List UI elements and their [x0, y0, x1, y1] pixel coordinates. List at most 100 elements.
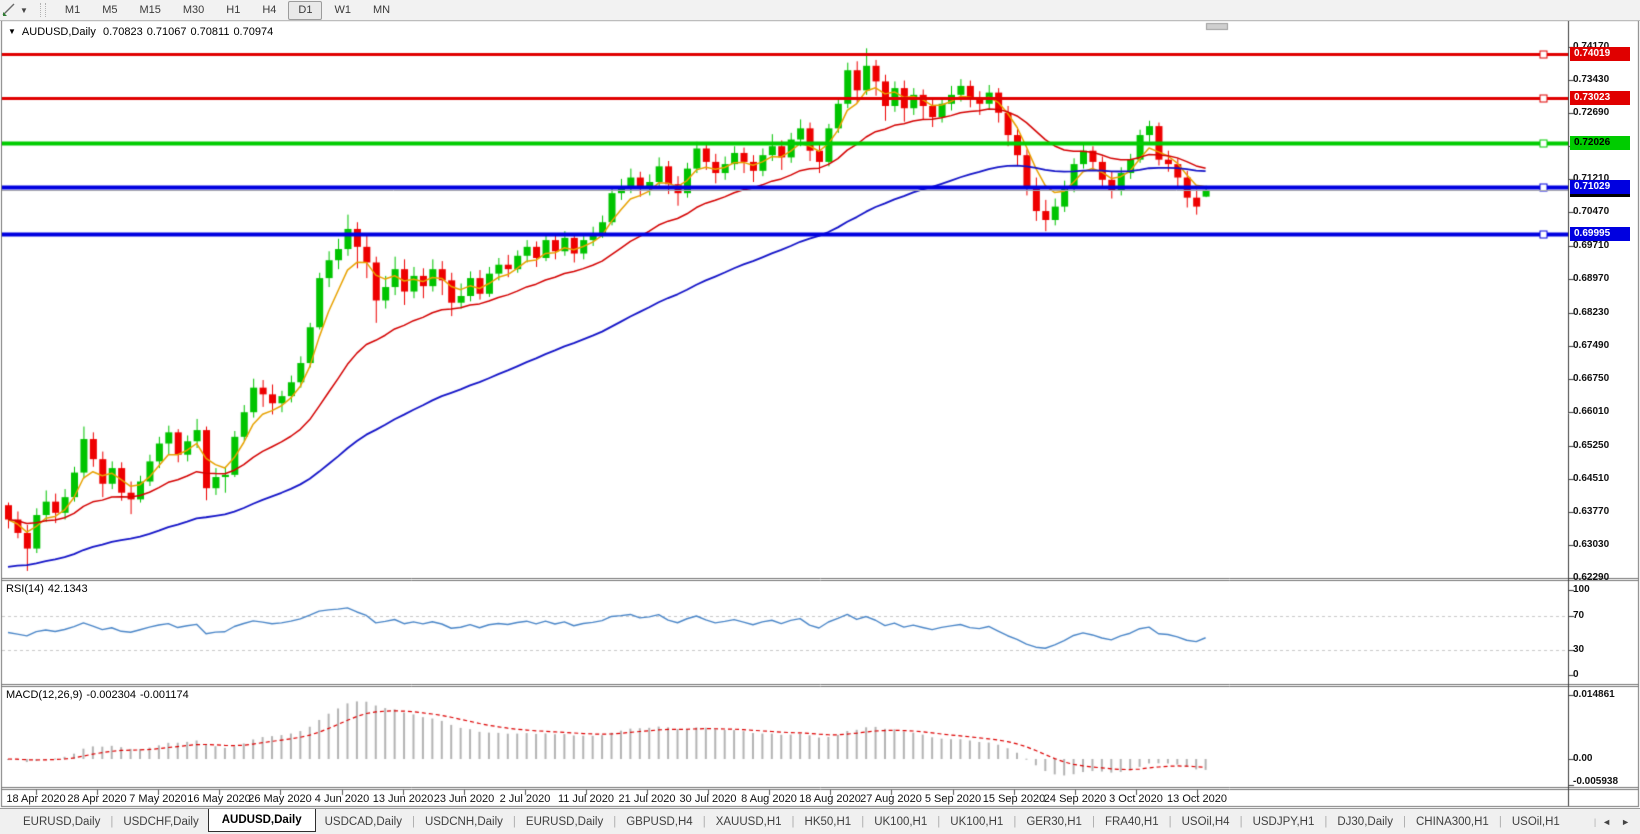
ohlc-low: 0.70811: [190, 26, 230, 38]
ohlc-high: 0.71067: [146, 26, 187, 38]
chart-tab-usdcnh-daily[interactable]: USDCNH,Daily: [424, 815, 503, 828]
line-studies-tool-icon[interactable]: [0, 2, 18, 18]
chart-tab-china300-h1[interactable]: CHINA300,H1: [1415, 815, 1489, 828]
rsi-axis-label: 70: [1573, 610, 1585, 621]
date-label: 21 Jul 2020: [618, 793, 676, 805]
tab-separator: |: [613, 815, 617, 828]
chart-tabs: EURUSD,Daily | USDCHF,Daily AUDUSD,Daily USD…: [14, 809, 1569, 833]
timeframe-button-h4[interactable]: H4: [262, 3, 277, 16]
chart-tab-uk100-h1[interactable]: UK100,H1: [950, 815, 1004, 828]
macd-indicator-label: MACD(12,26,9) -0.002304 -0.001174: [6, 689, 193, 701]
price-axis-label: 0.71210: [1573, 173, 1610, 184]
macd-name: MACD(12,26,9): [6, 689, 83, 701]
price-axis-label: 0.65250: [1573, 440, 1610, 451]
timeframe-button-h1[interactable]: H1: [226, 3, 241, 16]
date-label: 5 Sep 2020: [924, 793, 982, 805]
macd-axis-label: -0.005938: [1573, 776, 1619, 787]
timeframe-button-w1[interactable]: W1: [334, 3, 351, 16]
price-axis-label: 0.68970: [1573, 273, 1610, 284]
tab-separator: |: [1498, 815, 1502, 828]
tab-separator: |: [861, 815, 865, 828]
date-label: 28 Apr 2020: [67, 793, 127, 805]
date-label: 8 Aug 2020: [741, 793, 797, 805]
tab-separator: |: [1168, 815, 1172, 828]
date-label: 27 Aug 2020: [860, 793, 922, 805]
rsi-axis-label: 100: [1573, 584, 1590, 595]
price-axis-label: 0.62290: [1573, 572, 1610, 583]
tab-scroll-right-button[interactable]: ►: [1621, 816, 1630, 827]
toolbar-grip: [39, 3, 46, 17]
tab-separator: |: [702, 815, 706, 828]
chart-tab-uk100-h1[interactable]: UK100,H1: [874, 815, 928, 828]
timeframe-button-d1[interactable]: D1: [288, 0, 323, 20]
ohlc-open: 0.70823: [102, 26, 143, 38]
tab-scroll-arrows: | ◄ ►: [1593, 815, 1640, 829]
date-label: 15 Sep 2020: [982, 793, 1046, 805]
chart-tab-usdcad-daily[interactable]: USDCAD,Daily: [324, 815, 402, 828]
rsi-indicator-label: RSI(14) 42.1343: [6, 583, 92, 595]
rsi-value: 42.1343: [47, 583, 88, 595]
chart-tab-gbpusd-h4[interactable]: GBPUSD,H4: [626, 815, 693, 828]
chart-title: ▼ AUDUSD,Daily 0.70823 0.71067 0.70811 0.709…: [8, 26, 277, 38]
date-label: 30 Jul 2020: [679, 793, 737, 805]
dropdown-caret-icon[interactable]: ▼: [20, 5, 28, 15]
rsi-axis-label: 0: [1573, 669, 1579, 680]
chart-tab-xauusd-h1[interactable]: XAUUSD,H1: [715, 815, 782, 828]
price-level-badge[interactable]: 0.71029: [1570, 180, 1630, 194]
price-axis-label: 0.70470: [1573, 206, 1610, 217]
chart-tab-ger30-h1[interactable]: GER30,H1: [1026, 815, 1082, 828]
chart-title-caret-icon[interactable]: ▼: [8, 27, 16, 36]
timeframe-button-m5[interactable]: M5: [102, 3, 118, 16]
chart-tab-usoil-h1[interactable]: USOil,H1: [1511, 815, 1560, 828]
tab-separator: |: [512, 815, 516, 828]
macd-signal-value: -0.001174: [139, 689, 189, 701]
date-label: 26 May 2020: [248, 793, 312, 805]
price-axis-label: 0.63030: [1573, 539, 1610, 550]
tab-arrows-separator: |: [1593, 816, 1597, 827]
chart-tab-usdjpy-h1[interactable]: USDJPY,H1: [1252, 815, 1315, 828]
rsi-axis-label: 30: [1573, 644, 1585, 655]
chart-tab-usoil-h4[interactable]: USOil,H4: [1181, 815, 1230, 828]
price-level-badge[interactable]: 0.74019: [1570, 47, 1630, 61]
tab-separator: |: [1324, 815, 1328, 828]
price-axis-label: 0.64510: [1573, 473, 1610, 484]
date-label: 4 Jun 2020: [314, 793, 370, 805]
chart-tab-eurusd-daily[interactable]: EURUSD,Daily: [23, 815, 101, 828]
date-label: 23 Jun 2020: [433, 793, 495, 805]
date-label: 16 May 2020: [187, 793, 251, 805]
price-level-badge[interactable]: 0.69995: [1570, 227, 1630, 241]
macd-axis-label: 0.00: [1573, 753, 1593, 764]
tab-separator: |: [110, 815, 114, 828]
date-label: 3 Oct 2020: [1109, 793, 1163, 805]
tab-separator: |: [1402, 815, 1406, 828]
chart-tab-eurusd-daily[interactable]: EURUSD,Daily: [525, 815, 604, 828]
price-level-badge[interactable]: 0.72026: [1570, 136, 1630, 150]
chart-tab-usdchf-daily[interactable]: USDCHF,Daily: [123, 815, 199, 828]
toolbar: ▼ M1 M5 M15 M30 H1 H4 D1 W1 MN: [0, 0, 1640, 21]
chart-tab-audusd-daily[interactable]: AUDUSD,Daily: [207, 809, 316, 832]
price-level-badge[interactable]: 0.73023: [1570, 91, 1630, 105]
chart-tab-dj30-daily[interactable]: DJ30,Daily: [1337, 815, 1393, 828]
price-axis-label: 0.72690: [1573, 107, 1610, 118]
chart-tab-hk50-h1[interactable]: HK50,H1: [804, 815, 852, 828]
tab-scroll-left-button[interactable]: ◄: [1602, 816, 1612, 827]
tab-separator: |: [1239, 815, 1243, 828]
price-axis-label: 0.66010: [1573, 406, 1610, 417]
date-label: 7 May 2020: [129, 793, 187, 805]
price-axis-label: 0.69710: [1573, 240, 1610, 251]
timeframe-button-m1[interactable]: M1: [64, 3, 81, 16]
date-label: 18 Apr 2020: [6, 793, 66, 805]
timeframe-button-mn[interactable]: MN: [372, 3, 391, 16]
chart-tab-fra40-h1[interactable]: FRA40,H1: [1104, 815, 1159, 828]
ohlc-close: 0.70974: [233, 26, 274, 38]
macd-axis-label: 0.014861: [1573, 689, 1615, 700]
date-label: 2 Jul 2020: [499, 793, 551, 805]
price-axis-label: 0.74170: [1573, 41, 1609, 53]
price-axis-label: 0.66750: [1573, 373, 1610, 384]
timeframe-button-m15[interactable]: M15: [139, 3, 161, 16]
timeframe-button-m30[interactable]: M30: [182, 3, 205, 16]
price-axis-label: 0.73430: [1573, 74, 1610, 85]
date-label: 24 Sep 2020: [1043, 793, 1107, 805]
